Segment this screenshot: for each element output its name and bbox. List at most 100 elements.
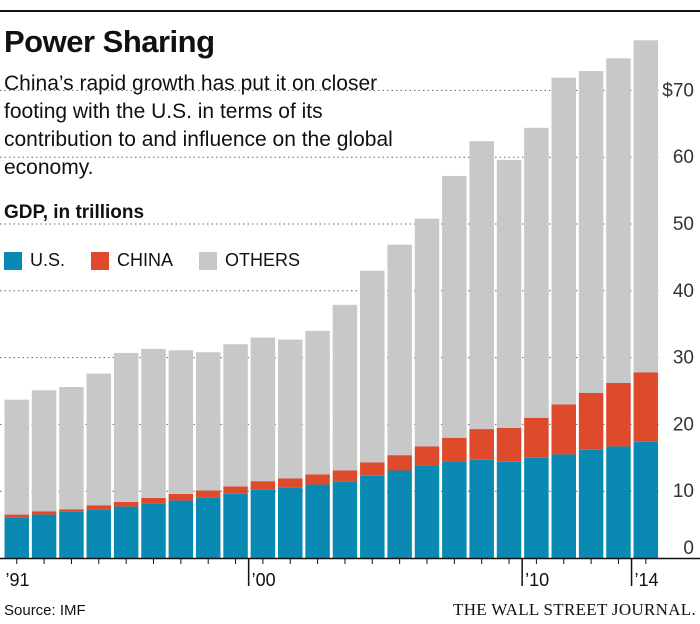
legend-swatch-china bbox=[91, 251, 110, 270]
y-axis-label: GDP, in trillions bbox=[4, 202, 145, 223]
bar-others-1996 bbox=[141, 348, 166, 498]
bar-china-2007 bbox=[442, 437, 467, 462]
bar-china-2008 bbox=[469, 429, 494, 460]
bar-us-2010 bbox=[524, 457, 549, 558]
bar-others-2007 bbox=[442, 175, 467, 438]
bar-china-2013 bbox=[606, 382, 631, 447]
y-tick-label: 30 bbox=[673, 348, 694, 369]
bar-china-1993 bbox=[59, 509, 84, 512]
bar-china-1996 bbox=[141, 497, 166, 504]
bar-others-2004 bbox=[360, 270, 385, 463]
y-tick-label: 20 bbox=[673, 414, 694, 435]
bar-china-2004 bbox=[360, 462, 385, 476]
bar-us-2007 bbox=[442, 461, 467, 558]
bar-us-1993 bbox=[59, 511, 84, 558]
y-tick-label: $70 bbox=[662, 80, 694, 101]
bar-us-2005 bbox=[387, 470, 412, 558]
legend-item-china: CHINA bbox=[91, 250, 173, 271]
x-tick-label: ’10 bbox=[525, 570, 549, 590]
bar-us-1998 bbox=[195, 497, 221, 558]
bar-china-2014 bbox=[633, 372, 659, 442]
bar-us-2003 bbox=[332, 481, 358, 558]
bar-china-1995 bbox=[113, 501, 139, 507]
bar-china-2000 bbox=[250, 481, 276, 490]
x-tick-label: ’91 bbox=[6, 570, 30, 590]
bar-us-2000 bbox=[250, 489, 276, 558]
bar-others-2010 bbox=[524, 127, 549, 418]
bar-others-1998 bbox=[195, 352, 221, 491]
bar-china-2003 bbox=[332, 470, 358, 482]
bar-us-2014 bbox=[633, 441, 659, 558]
bar-us-2013 bbox=[606, 446, 631, 558]
x-tick-label: ’00 bbox=[252, 570, 276, 590]
bar-us-1997 bbox=[168, 500, 194, 558]
bar-others-2001 bbox=[278, 339, 303, 479]
bar-others-1992 bbox=[31, 390, 57, 512]
bar-others-1991 bbox=[4, 399, 29, 515]
bar-us-2008 bbox=[469, 459, 494, 558]
bar-us-2004 bbox=[360, 475, 385, 558]
bar-us-1999 bbox=[223, 493, 248, 558]
bar-us-1994 bbox=[86, 509, 112, 558]
bar-us-1992 bbox=[31, 514, 57, 558]
bar-china-1999 bbox=[223, 486, 248, 494]
source-note: Source: IMF bbox=[4, 602, 86, 619]
bar-china-2001 bbox=[278, 478, 303, 488]
y-tick-label: 60 bbox=[673, 147, 694, 168]
bar-others-2002 bbox=[305, 330, 330, 475]
bar-china-1991 bbox=[4, 514, 29, 518]
bar-others-2012 bbox=[578, 71, 604, 394]
legend-item-others: OTHERS bbox=[199, 250, 300, 271]
chart-subtitle: China’s rapid growth has put it on close… bbox=[4, 72, 393, 179]
bar-others-2013 bbox=[606, 58, 631, 383]
bar-us-1991 bbox=[4, 517, 29, 558]
bar-others-1995 bbox=[113, 352, 139, 502]
bar-others-2009 bbox=[496, 159, 522, 428]
bar-others-1993 bbox=[59, 386, 84, 510]
bar-china-1992 bbox=[31, 511, 57, 515]
bar-others-1994 bbox=[86, 373, 112, 506]
legend-item-us: U.S. bbox=[4, 250, 65, 271]
legend-swatch-us bbox=[4, 251, 22, 270]
y-tick-label: 50 bbox=[673, 214, 694, 235]
bar-china-2006 bbox=[414, 446, 440, 466]
bar-us-1996 bbox=[141, 503, 166, 558]
y-tick-label: 0 bbox=[683, 538, 694, 559]
bar-others-2003 bbox=[332, 304, 358, 471]
chart-title: Power Sharing bbox=[4, 24, 215, 59]
bar-others-2000 bbox=[250, 337, 276, 482]
bar-china-2010 bbox=[524, 417, 549, 458]
bar-us-2011 bbox=[551, 454, 576, 558]
bar-us-2012 bbox=[578, 449, 604, 558]
bar-china-2002 bbox=[305, 474, 330, 485]
bar-china-2011 bbox=[551, 404, 576, 455]
bar-us-1995 bbox=[113, 506, 139, 558]
bar-us-2006 bbox=[414, 465, 440, 558]
bar-china-2005 bbox=[387, 455, 412, 471]
bar-china-1994 bbox=[86, 505, 112, 510]
top-rule bbox=[0, 10, 700, 12]
bar-others-2006 bbox=[414, 218, 440, 447]
bar-others-1999 bbox=[223, 344, 248, 487]
legend: U.S. CHINA OTHERS bbox=[4, 250, 326, 271]
bar-china-1998 bbox=[195, 490, 221, 498]
y-tick-label: 40 bbox=[673, 281, 694, 302]
legend-swatch-others bbox=[199, 251, 218, 270]
bar-others-1997 bbox=[168, 350, 194, 494]
bar-china-2009 bbox=[496, 427, 522, 462]
legend-label-us: U.S. bbox=[30, 250, 66, 270]
x-tick-label: ’14 bbox=[635, 570, 659, 590]
y-tick-label: 10 bbox=[673, 481, 694, 502]
bar-others-2005 bbox=[387, 244, 412, 456]
bar-us-2001 bbox=[278, 487, 303, 558]
bar-china-2012 bbox=[578, 393, 604, 450]
publisher-brand: THE WALL STREET JOURNAL. bbox=[453, 600, 696, 619]
legend-label-others: OTHERS bbox=[225, 250, 301, 270]
bar-us-2009 bbox=[496, 461, 522, 558]
bar-others-2014 bbox=[633, 40, 659, 373]
bar-others-2008 bbox=[469, 141, 494, 430]
bar-us-2002 bbox=[305, 484, 330, 558]
bar-others-2011 bbox=[551, 77, 576, 405]
legend-label-china: CHINA bbox=[117, 250, 174, 270]
bar-china-1997 bbox=[168, 493, 194, 501]
